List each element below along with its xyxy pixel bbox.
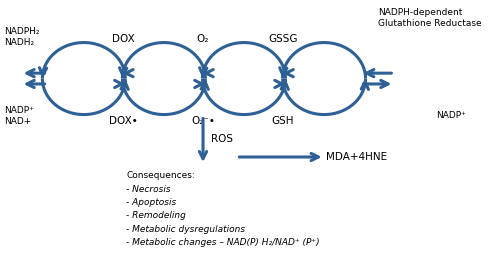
Text: - Metabolic dysregulations: - Metabolic dysregulations bbox=[126, 225, 246, 234]
Text: GSSG: GSSG bbox=[268, 34, 298, 44]
Text: - Metabolic changes – NAD(P) H₂/NAD⁺ (P⁺): - Metabolic changes – NAD(P) H₂/NAD⁺ (P⁺… bbox=[126, 238, 320, 247]
Text: - Necrosis: - Necrosis bbox=[126, 185, 171, 193]
Text: NADPH₂
NADH₂: NADPH₂ NADH₂ bbox=[4, 27, 39, 47]
Text: NADP⁺
NAD+: NADP⁺ NAD+ bbox=[4, 106, 34, 126]
Text: O₂: O₂ bbox=[197, 34, 209, 44]
Text: DOX•: DOX• bbox=[108, 116, 138, 126]
Text: Consequences:: Consequences: bbox=[126, 171, 195, 180]
Text: MDA+4HNE: MDA+4HNE bbox=[326, 152, 386, 162]
Text: NADP⁺: NADP⁺ bbox=[436, 111, 466, 120]
Text: NADPH-dependent
Glutathione Reductase: NADPH-dependent Glutathione Reductase bbox=[378, 8, 482, 28]
Text: - Remodeling: - Remodeling bbox=[126, 211, 186, 220]
Text: - Apoptosis: - Apoptosis bbox=[126, 198, 176, 207]
Text: ROS: ROS bbox=[211, 134, 233, 144]
Text: DOX: DOX bbox=[112, 34, 134, 44]
Text: GSH: GSH bbox=[272, 116, 294, 126]
Text: O₂⁻•: O₂⁻• bbox=[191, 116, 215, 126]
